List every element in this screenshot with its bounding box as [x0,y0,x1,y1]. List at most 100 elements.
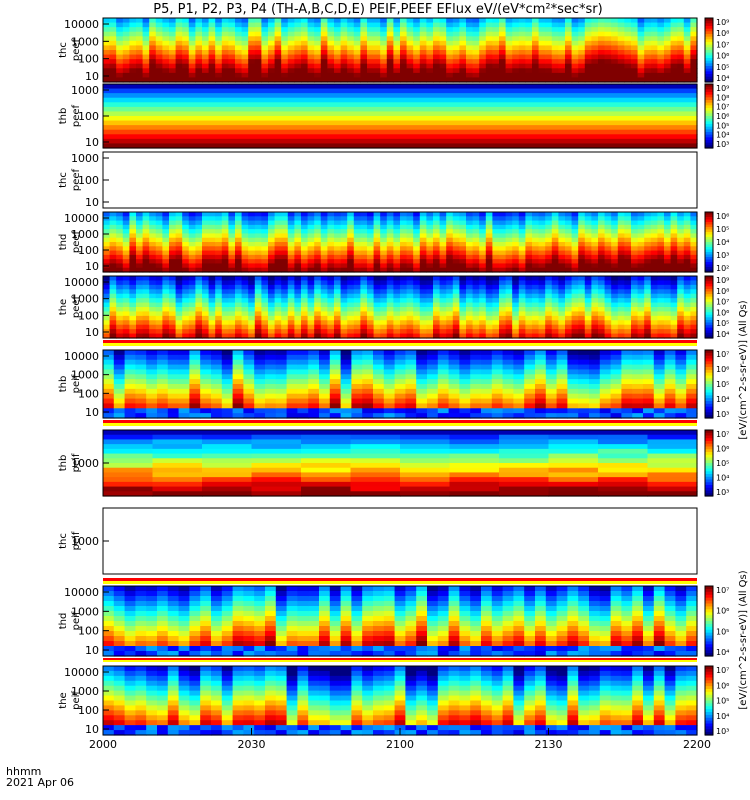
spectrogram-cell [142,216,150,222]
spectrogram-cell [617,307,625,313]
spectrogram-cell [228,36,236,42]
spectrogram-cell [599,374,612,380]
spectrogram-cell [175,220,183,226]
spectrogram-cell [182,242,190,247]
spectrogram-cell [167,393,180,400]
colorbar-step [705,389,713,394]
spectrogram-cell [492,250,500,256]
spectrogram-cell [142,242,150,247]
spectrogram-cell [103,134,698,140]
spectrogram-cell [142,36,150,42]
spectrogram-cell [109,45,117,51]
spectrogram-cell [644,242,652,247]
spectrogram-cell [287,27,295,33]
spectrogram-cell [182,298,190,304]
spectrogram-cell [129,254,137,260]
spectrogram-cell [268,216,276,222]
spectrogram-cell [340,68,348,74]
spectrogram-cell [657,237,665,243]
spectrogram-cell [162,263,170,269]
panel-label-product: peef [71,295,82,318]
spectrogram-cell [677,36,685,42]
spectrogram-cell [149,72,157,79]
spectrogram-cell [353,284,361,290]
spectrogram-cell [670,246,678,252]
spectrogram-cell [329,354,342,361]
spectrogram-cell [383,359,396,366]
spectrogram-cell [162,329,170,335]
spectrogram-cell [136,77,144,83]
spectrogram-cell [518,324,526,330]
spectrogram-cell [155,72,163,79]
spectrogram-cell [195,311,203,317]
spectrogram-cell [228,267,236,273]
spectrogram-cell [149,298,157,304]
spectrogram-cell [505,237,513,243]
spectrogram-cell [677,212,685,217]
spectrogram-cell [268,333,276,339]
spectrogram-cell [294,59,302,65]
spectrogram-cell [492,27,500,33]
colorbar-step [705,36,713,40]
spectrogram-cell [362,384,374,390]
colorbar-step [705,372,713,377]
spectrogram-cell [565,18,573,24]
spectrogram-cell [211,379,223,385]
spectrogram-cell [175,254,183,260]
spectrogram-cell [129,50,137,56]
spectrogram-cell [400,434,451,441]
spectrogram-cell [591,59,599,65]
spectrogram-cell [505,324,513,330]
spectrogram-cell [221,311,229,317]
spectrogram-cell [274,324,282,330]
spectrogram-cell [545,289,553,295]
spectrogram-cell [551,237,559,243]
spectrogram-cell [103,97,698,103]
spectrogram-cell [314,267,322,273]
spectrogram-cell [254,267,262,273]
spectrogram-cell [235,50,243,56]
spectrogram-cell [502,374,514,380]
spectrogram-cell [268,298,276,304]
colorbar-step [705,118,713,122]
spectrogram-cell [611,333,619,339]
spectrogram-cell [670,224,678,230]
spectrogram-cell [518,254,526,260]
spectrogram-cell [518,63,526,69]
spectrogram-cell [294,27,302,33]
spectrogram-cell [162,307,170,313]
spectrogram-cell [327,263,335,269]
spectrogram-cell [545,267,553,273]
spectrogram-cell [162,27,170,33]
spectrogram-cell [589,354,601,361]
spectrogram-cell [393,280,401,286]
spectrogram-cell [558,242,566,247]
spectrogram-cell [479,216,487,222]
spectrogram-cell [113,393,126,400]
spectrogram-cell [459,224,467,230]
spectrogram-cell [274,224,282,230]
spectrogram-cell [301,453,352,459]
spectrogram-cell [286,369,298,375]
spectrogram-cell [221,359,234,366]
spectrogram-cell [664,36,672,42]
spectrogram-cell [383,369,396,375]
spectrogram-cell [307,68,315,74]
spectrogram-cell [301,250,309,256]
colorbar-step [705,97,713,101]
spectrogram-cell [558,50,566,56]
spectrogram-cell [548,486,599,492]
spectrogram-cell [405,393,417,400]
spectrogram-cell [591,242,599,247]
spectrogram-cell [538,18,546,24]
spectrogram-cell [611,307,619,313]
spectrogram-cell [599,379,612,385]
spectrogram-cell [452,27,460,33]
spectrogram-cell [664,333,672,339]
spectrogram-cell [248,31,256,37]
spectrogram-cell [466,284,474,290]
spectrogram-cell [248,250,256,256]
spectrogram-cell [294,40,302,47]
spectrogram-cell [532,246,540,252]
